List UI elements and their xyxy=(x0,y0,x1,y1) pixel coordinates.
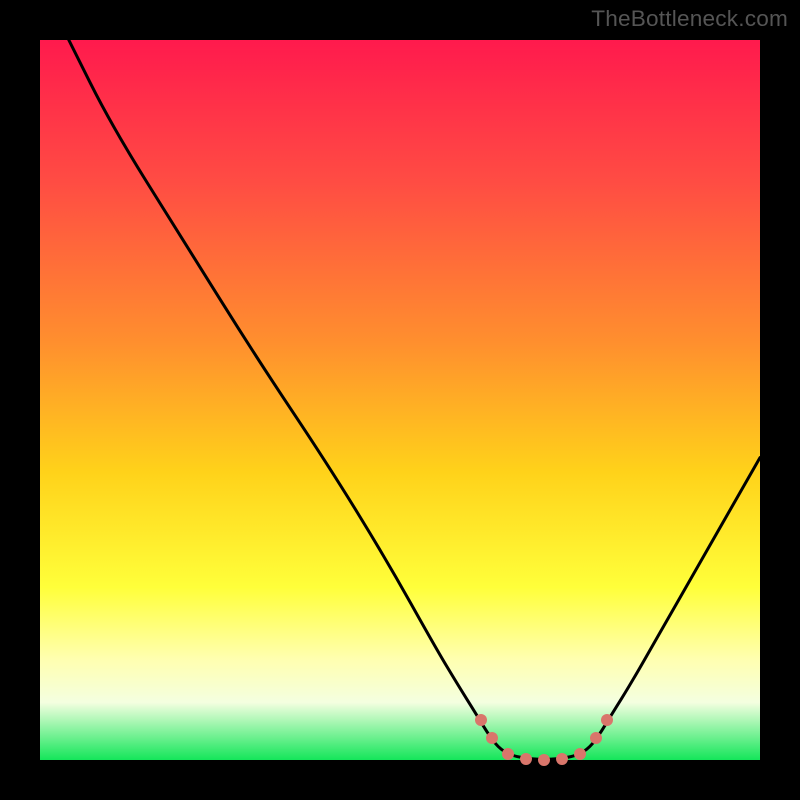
marker-dot xyxy=(538,754,550,766)
marker-dot xyxy=(475,714,487,726)
marker-dot xyxy=(590,732,602,744)
marker-dot xyxy=(556,753,568,765)
chart-frame: TheBottleneck.com xyxy=(0,0,800,800)
plot-area xyxy=(40,40,760,760)
marker-dot xyxy=(486,732,498,744)
marker-dot xyxy=(601,714,613,726)
watermark-text: TheBottleneck.com xyxy=(591,6,788,32)
marker-dot xyxy=(574,748,586,760)
dots-layer xyxy=(40,40,760,760)
marker-dot xyxy=(520,753,532,765)
marker-dot xyxy=(502,748,514,760)
